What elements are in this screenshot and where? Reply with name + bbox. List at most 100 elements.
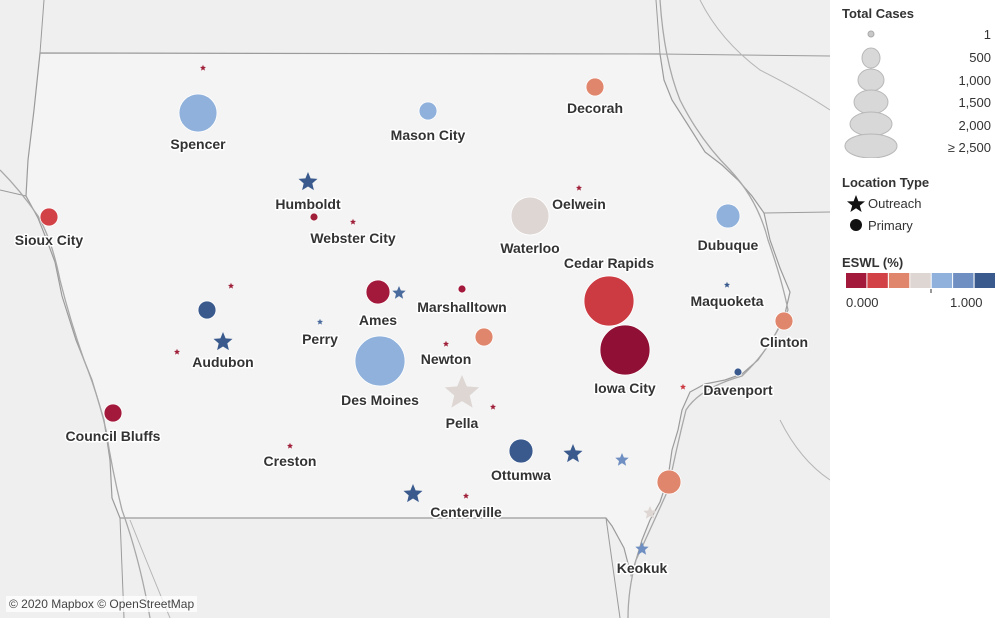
outreach-marker-ames-outreach[interactable] (392, 286, 406, 299)
primary-marker-newton-primary[interactable] (474, 327, 494, 347)
outreach-marker-keokuk[interactable] (635, 542, 649, 555)
eswl-swatch-5 (953, 273, 974, 288)
primary-marker-decorah[interactable] (585, 77, 605, 97)
primary-marker-webster-city-primary[interactable] (309, 212, 319, 222)
size-legend-shapes (844, 30, 898, 158)
city-label-centerville: Centerville (430, 504, 502, 520)
primary-marker-marshalltown[interactable] (457, 284, 467, 294)
city-label-maquoketa: Maquoketa (690, 293, 763, 309)
city-label-audubon: Audubon (192, 354, 253, 370)
size-label-1500: 1,500 (958, 95, 991, 110)
size-label-1000: 1,000 (958, 73, 991, 88)
city-label-oelwein: Oelwein (552, 196, 606, 212)
eswl-swatch-1 (867, 273, 888, 288)
primary-marker-burlington-primary[interactable] (656, 469, 682, 495)
eswl-min-label: 0.000 (846, 295, 879, 310)
city-label-webster-city: Webster City (310, 230, 396, 246)
map[interactable]: Spencer Mason City Decorah Humboldt Webster … (0, 0, 830, 618)
primary-marker-audubon-primary[interactable] (197, 300, 217, 320)
city-label-humboldt: Humboldt (275, 196, 341, 212)
primary-marker-des-moines[interactable] (354, 335, 406, 387)
outreach-marker-fort-madison-outreach[interactable] (643, 506, 657, 519)
outreach-marker-centerville[interactable] (463, 492, 469, 499)
city-label-spencer: Spencer (170, 136, 226, 152)
outreach-marker-audubon-north-outreach[interactable] (228, 282, 234, 289)
eswl-max-label: 1.000 (950, 295, 983, 310)
size-2500-shape (844, 133, 898, 158)
size-label-2000: 2,000 (958, 118, 991, 133)
city-label-decorah: Decorah (567, 100, 623, 116)
outreach-marker-centerville-outreach[interactable] (403, 484, 423, 503)
outreach-marker-perry[interactable] (317, 318, 323, 325)
primary-marker-mason-city[interactable] (418, 101, 438, 121)
location-labels: Spencer Mason City Decorah Humboldt Webster … (13, 99, 809, 578)
primary-marker-cedar-rapids[interactable] (583, 275, 635, 327)
legend-outreach-label: Outreach (868, 196, 922, 211)
eswl-swatch-3 (910, 273, 931, 288)
city-label-ames: Ames (359, 312, 397, 328)
outreach-marker-davenport-west-outreach[interactable] (680, 383, 686, 390)
outreach-marker-ottumwa-east-outreach[interactable] (563, 444, 583, 463)
missouri-river (0, 169, 151, 618)
location-type-icons (847, 195, 865, 231)
city-label-newton: Newton (421, 351, 472, 367)
legend-panel: Total Cases 1 500 1,000 1,500 2,000 ≥ 2,… (838, 0, 1000, 618)
outreach-marker-creston[interactable] (287, 442, 293, 449)
map-attribution[interactable]: © 2020 Mapbox © OpenStreetMap (6, 596, 198, 612)
primary-marker-ottumwa[interactable] (508, 438, 534, 464)
eswl-swatch-0 (846, 273, 867, 288)
mississippi-river (627, 0, 789, 618)
eswl-color-ramp (846, 273, 995, 293)
state-border-lines (0, 0, 830, 618)
primary-marker-dubuque[interactable] (715, 203, 741, 229)
city-label-keokuk: Keokuk (617, 560, 668, 576)
city-label-perry: Perry (302, 331, 338, 347)
total-cases-title: Total Cases (842, 6, 915, 21)
outreach-marker-audubon-west-outreach[interactable] (174, 348, 180, 355)
city-label-cedar-rapids: Cedar Rapids (564, 255, 654, 271)
size-1000-shape (857, 68, 885, 92)
primary-marker-iowa-city[interactable] (599, 324, 651, 376)
city-label-creston: Creston (264, 453, 317, 469)
primary-marker-council-bluffs[interactable] (103, 403, 123, 423)
outreach-marker-ottumwa-far-east-outreach[interactable] (615, 453, 629, 466)
primary-marker-clinton[interactable] (774, 311, 794, 331)
outreach-marker-oelwein[interactable] (576, 184, 582, 191)
outreach-marker-pella-east-outreach[interactable] (490, 403, 496, 410)
outreach-marker-spencer-north-outreach[interactable] (200, 64, 206, 71)
outreach-marker-maquoketa[interactable] (724, 281, 730, 288)
city-label-dubuque: Dubuque (698, 237, 759, 253)
primary-marker-davenport[interactable] (733, 367, 743, 377)
eswl-swatch-4 (931, 273, 953, 288)
size-label-1: 1 (983, 27, 991, 42)
outreach-marker-pella[interactable] (444, 375, 480, 408)
circle-icon (850, 219, 862, 231)
city-label-pella: Pella (446, 415, 479, 431)
city-label-waterloo: Waterloo (500, 240, 559, 256)
primary-marker-ames[interactable] (365, 279, 391, 305)
eswl-swatch-6 (974, 273, 995, 288)
outreach-marker-humboldt[interactable] (298, 172, 318, 191)
location-markers (39, 64, 794, 555)
city-label-mason-city: Mason City (391, 127, 466, 143)
primary-marker-spencer[interactable] (178, 93, 218, 133)
size-1500-shape (853, 89, 889, 115)
size-1-shape (867, 30, 875, 38)
legend-primary-label: Primary (868, 218, 913, 233)
city-label-davenport: Davenport (703, 382, 773, 398)
eswl-swatch-2 (888, 273, 910, 288)
primary-marker-sioux-city[interactable] (39, 207, 59, 227)
outreach-marker-audubon[interactable] (213, 332, 233, 351)
city-label-clinton: Clinton (760, 334, 808, 350)
primary-marker-waterloo[interactable] (510, 196, 550, 236)
size-label-2500: ≥ 2,500 (947, 140, 991, 155)
size-label-500: 500 (969, 50, 991, 65)
location-type-title: Location Type (842, 175, 930, 190)
size-500-shape (861, 47, 881, 69)
outreach-marker-webster-city[interactable] (350, 218, 356, 225)
outreach-marker-newton[interactable] (443, 340, 449, 347)
city-label-des-moines: Des Moines (341, 392, 419, 408)
star-icon (847, 195, 865, 212)
city-label-ottumwa: Ottumwa (491, 467, 551, 483)
map-canvas[interactable]: Spencer Mason City Decorah Humboldt Webster … (0, 0, 830, 618)
